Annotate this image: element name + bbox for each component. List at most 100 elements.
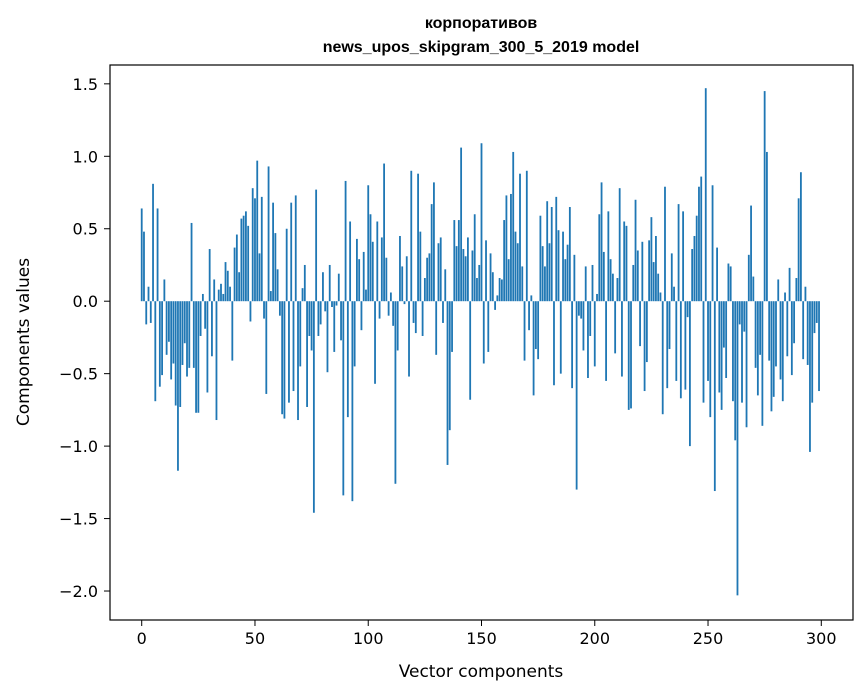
bar-155 <box>491 272 494 302</box>
bar-216 <box>630 301 632 409</box>
bar-9 <box>161 301 163 376</box>
bar-158 <box>498 278 501 302</box>
bar-232 <box>666 301 669 389</box>
bar-178 <box>544 266 546 302</box>
bar-108 <box>385 257 388 302</box>
bar-117 <box>405 256 408 302</box>
bar-238 <box>679 301 682 399</box>
bar-128 <box>430 204 433 302</box>
bar-3 <box>147 286 150 302</box>
bar-187 <box>564 259 567 302</box>
bar-246 <box>698 186 700 302</box>
bar-205 <box>605 301 607 381</box>
bar-153 <box>487 301 490 352</box>
bar-149 <box>478 264 481 302</box>
bar-51 <box>256 160 259 302</box>
bar-195 <box>582 301 585 351</box>
bar-192 <box>575 301 578 490</box>
bar-14 <box>172 301 175 364</box>
bar-267 <box>745 301 748 428</box>
bar-49 <box>251 188 254 302</box>
bar-167 <box>519 173 521 302</box>
bar-112 <box>394 301 397 484</box>
bar-46 <box>245 211 247 302</box>
bar-137 <box>451 301 453 352</box>
bar-84 <box>331 301 333 307</box>
bar-204 <box>602 251 605 302</box>
bar-210 <box>616 278 619 302</box>
y-tick-label: −2.0 <box>59 582 98 601</box>
bar-257 <box>722 301 725 348</box>
bar-116 <box>403 301 406 305</box>
x-tick-label: 150 <box>466 629 497 648</box>
bar-23 <box>192 301 195 368</box>
bar-264 <box>738 301 741 325</box>
bar-273 <box>759 301 762 355</box>
bar-136 <box>448 301 451 431</box>
bar-101 <box>369 214 372 302</box>
bar-236 <box>675 301 678 381</box>
bar-133 <box>442 301 444 323</box>
y-tick-label: 0.5 <box>73 220 98 239</box>
x-tick-label: 50 <box>245 629 265 648</box>
bar-276 <box>766 151 768 302</box>
bar-111 <box>392 301 395 326</box>
bar-56 <box>267 166 270 302</box>
bar-272 <box>756 301 759 396</box>
bar-94 <box>353 301 356 367</box>
bar-156 <box>494 301 496 310</box>
bar-270 <box>752 276 755 302</box>
bar-157 <box>496 295 499 302</box>
bar-194 <box>580 301 583 319</box>
bar-159 <box>500 279 503 302</box>
bar-255 <box>718 301 721 393</box>
bar-296 <box>811 301 814 403</box>
bar-239 <box>682 211 685 302</box>
bar-150 <box>480 143 483 302</box>
bar-86 <box>335 301 338 306</box>
bar-248 <box>702 301 705 403</box>
bar-141 <box>460 147 463 302</box>
bar-129 <box>433 182 435 302</box>
bar-250 <box>707 301 709 381</box>
bar-279 <box>772 301 775 397</box>
bar-221 <box>641 241 644 302</box>
bar-261 <box>732 301 734 402</box>
bar-70 <box>299 301 302 367</box>
bar-245 <box>695 215 698 302</box>
bar-series <box>140 88 820 596</box>
bar-220 <box>639 301 641 347</box>
bar-180 <box>548 243 551 302</box>
bar-140 <box>457 220 460 302</box>
bar-269 <box>750 205 752 302</box>
y-axis-label: Components values <box>14 258 34 426</box>
bar-62 <box>281 301 284 415</box>
bar-63 <box>283 301 286 419</box>
bar-218 <box>634 199 637 302</box>
bar-76 <box>312 301 315 513</box>
bar-143 <box>464 256 467 302</box>
bar-11 <box>165 301 168 355</box>
bar-17 <box>179 301 182 407</box>
bar-251 <box>709 301 712 418</box>
bar-262 <box>734 301 737 441</box>
bar-114 <box>399 235 401 302</box>
bar-224 <box>648 240 651 302</box>
bar-163 <box>510 193 512 302</box>
bar-13 <box>170 301 173 380</box>
bar-284 <box>784 292 786 302</box>
bar-44 <box>240 218 243 302</box>
bar-287 <box>790 301 793 376</box>
bar-177 <box>541 246 544 302</box>
bar-259 <box>727 263 730 302</box>
bar-53 <box>260 196 263 302</box>
x-tick-label: 250 <box>693 629 724 648</box>
bar-227 <box>655 235 657 302</box>
bar-164 <box>512 151 515 302</box>
bar-285 <box>786 301 789 357</box>
x-tick-label: 100 <box>353 629 384 648</box>
bar-36 <box>222 293 225 302</box>
bar-162 <box>507 259 510 302</box>
plot-area-frame <box>109 64 854 621</box>
bar-256 <box>720 301 723 410</box>
